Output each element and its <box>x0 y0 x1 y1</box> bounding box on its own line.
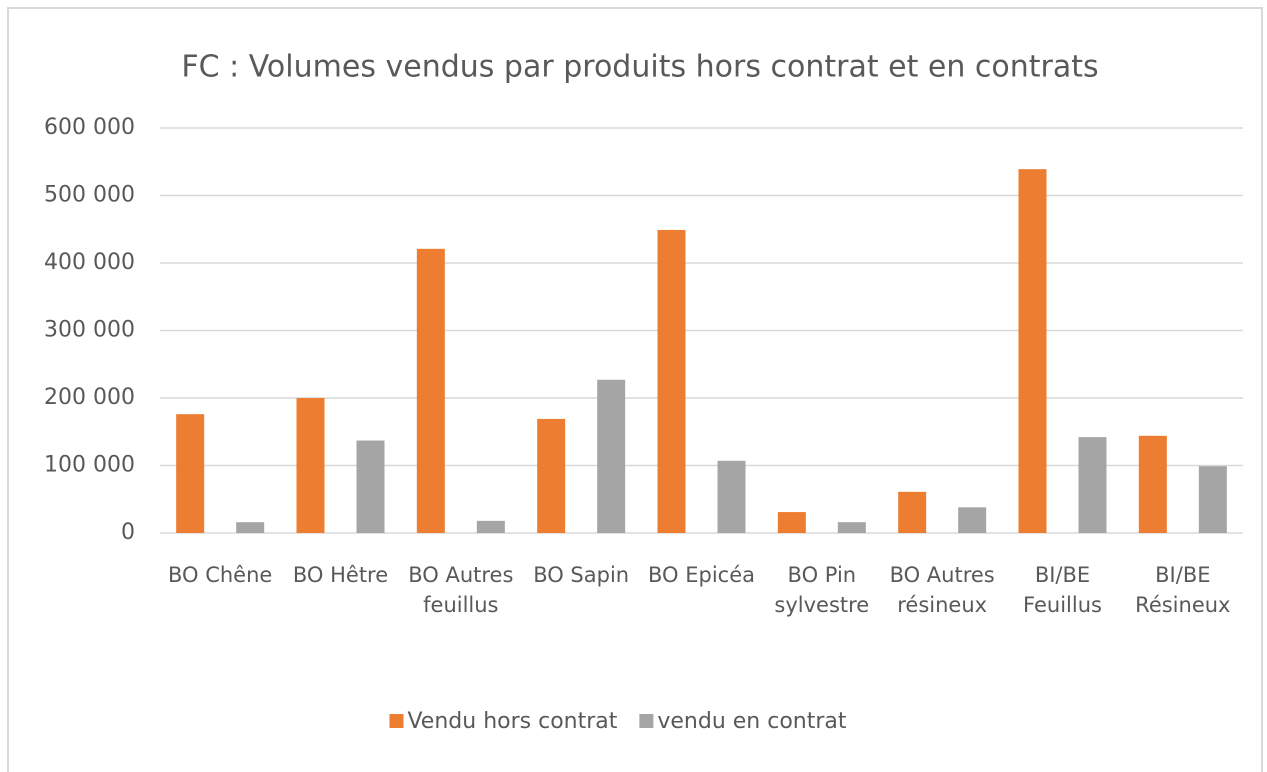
bar <box>958 507 987 533</box>
bar <box>236 522 265 533</box>
bar <box>597 379 626 533</box>
bar <box>537 418 566 533</box>
legend-label: vendu en contrat <box>657 709 847 734</box>
x-tick-label: BO Epicéa <box>647 563 755 587</box>
x-tick-label: BO Autres résineux <box>889 563 995 617</box>
chart-frame <box>7 7 1263 772</box>
bar <box>176 414 205 533</box>
x-tick-label: BI/BE Feuillus <box>1023 563 1102 617</box>
bar <box>777 512 806 533</box>
y-tick-label: 200 000 <box>44 385 135 410</box>
y-tick-label: 0 <box>121 520 135 545</box>
x-tick-label: BO Chêne <box>167 563 273 587</box>
bar <box>657 229 686 534</box>
bar <box>416 248 445 533</box>
bar <box>837 522 866 533</box>
x-tick-label: BO Sapin <box>533 563 630 587</box>
legend-swatch <box>389 714 404 728</box>
bar <box>476 520 505 533</box>
y-tick-label: 500 000 <box>44 183 135 208</box>
bar <box>356 440 385 533</box>
x-tick-label: BI/BE Résineux <box>1135 563 1231 617</box>
y-tick-label: 400 000 <box>44 250 135 275</box>
x-tick-label: BO Hêtre <box>292 563 389 587</box>
x-tick-label: BO Pin sylvestre <box>774 563 870 617</box>
chart-title: FC : Volumes vendus par produits hors co… <box>181 50 1098 85</box>
bar <box>1018 169 1047 534</box>
bar <box>1078 437 1107 533</box>
bar <box>1138 435 1167 533</box>
legend-swatch <box>639 714 654 728</box>
y-tick-label: 300 000 <box>44 318 135 343</box>
bar <box>898 491 927 533</box>
bar <box>296 398 325 533</box>
legend-label: Vendu hors contrat <box>407 709 617 734</box>
bar <box>717 460 746 533</box>
y-tick-label: 600 000 <box>44 115 135 140</box>
y-tick-label: 100 000 <box>44 453 135 478</box>
bar <box>1198 466 1227 533</box>
x-tick-label: BO Autres feuillus <box>408 563 514 617</box>
